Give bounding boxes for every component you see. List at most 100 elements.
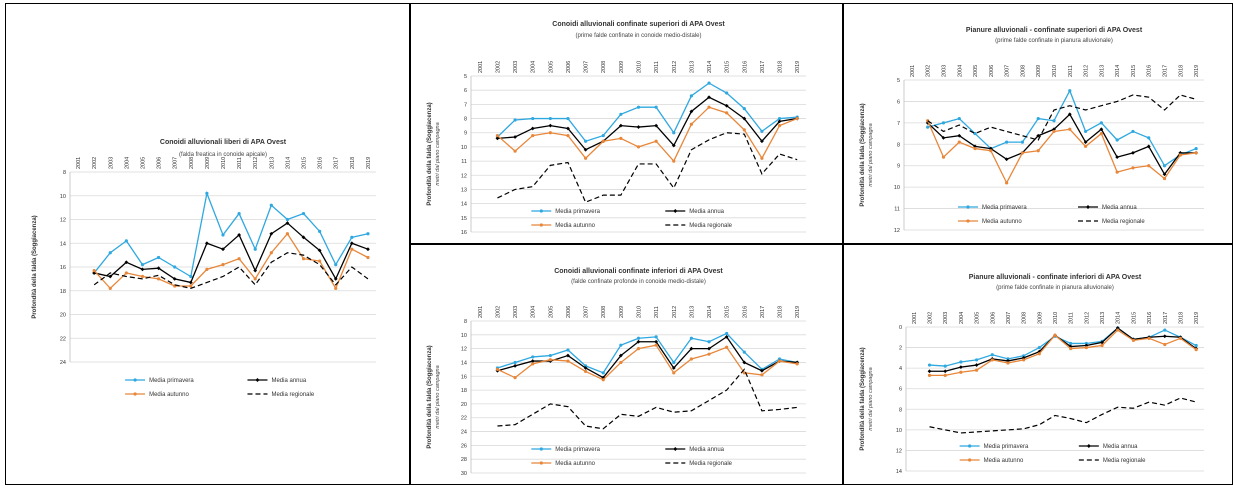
data-point-media-primavera — [366, 232, 370, 236]
series-line-media-autunno — [927, 120, 1197, 185]
data-point-media-autunno — [318, 259, 322, 263]
series-line-media-regionale — [497, 132, 798, 203]
data-point-media-autunno — [334, 286, 338, 290]
data-point-media-autunno — [1178, 153, 1182, 157]
data-point-media-annua — [366, 247, 370, 252]
data-point-media-primavera — [1083, 129, 1088, 134]
data-point-media-autunno — [795, 362, 799, 366]
legend-label: Media regionale — [689, 223, 732, 229]
series-line-media-autunno — [497, 344, 798, 381]
chart-panel-pianure-confinate-superiori: Pianure alluvionali - confinate superior… — [843, 3, 1233, 244]
legend-label: Media annua — [1103, 444, 1138, 450]
series-line-media-autunno — [929, 329, 1197, 376]
x-tick-label: 2003 — [941, 65, 947, 77]
data-point-media-annua — [636, 339, 641, 344]
x-tick-label: 2009 — [1036, 65, 1042, 77]
series-line-media-regionale — [929, 397, 1197, 434]
data-point-media-autunno — [108, 286, 112, 290]
series-line-media-annua — [497, 335, 798, 379]
data-point-media-annua — [742, 116, 747, 121]
y-axis-label: Profondità della falda (Soggiacenza) — [860, 347, 866, 450]
data-point-media-annua — [317, 248, 322, 253]
x-tick-label: 2004 — [531, 306, 537, 318]
x-tick-label: 2007 — [1005, 65, 1011, 77]
data-point-media-autunno — [1069, 347, 1073, 351]
y-tick-label: 22 — [60, 336, 66, 342]
x-tick-label: 2016 — [1147, 312, 1153, 324]
legend-label: Media annua — [271, 378, 306, 384]
data-point-media-autunno — [1147, 164, 1151, 168]
legend-label: Media autunno — [555, 461, 595, 467]
data-point-media-annua — [108, 274, 113, 279]
legend-label: Media regionale — [271, 392, 314, 398]
data-point-media-autunno — [531, 362, 535, 366]
data-point-media-annua — [707, 346, 711, 351]
data-point-media-annua — [513, 364, 517, 368]
y-axis-label: Profondità della falda (Soggiacenza) — [427, 345, 433, 448]
chart-title: Conoidi alluvionali liberi di APA Ovest — [160, 139, 287, 146]
series-line-media-regionale — [927, 94, 1197, 141]
data-point-media-primavera — [1099, 121, 1103, 125]
x-tick-label: 2010 — [637, 61, 643, 73]
x-tick-label: 2006 — [566, 306, 572, 318]
data-point-media-autunno — [513, 149, 517, 153]
chart-subtitle: (prime falde confinate in pianura alluvi… — [995, 38, 1113, 44]
data-point-media-autunno — [1116, 328, 1120, 332]
x-tick-label: 2014 — [707, 61, 713, 73]
data-point-media-autunno — [92, 268, 96, 273]
data-point-media-annua — [188, 280, 193, 285]
x-tick-label: 2003 — [108, 157, 114, 169]
data-point-media-primavera — [689, 94, 693, 98]
series-line-media-primavera — [497, 332, 798, 374]
data-point-media-primavera — [725, 331, 729, 336]
data-point-media-autunno — [777, 124, 782, 128]
data-point-media-primavera — [601, 133, 605, 138]
y-tick-label: 2 — [899, 346, 902, 352]
data-point-media-primavera — [140, 263, 145, 267]
x-tick-label: 2011 — [654, 61, 660, 73]
y-tick-label: 5 — [897, 78, 900, 84]
x-tick-label: 2013 — [1099, 65, 1105, 77]
data-point-media-annua — [689, 346, 694, 351]
data-point-media-annua — [583, 147, 588, 152]
chart-conoidi-confinate-inferiori: Conoidi alluvionali confinate inferiori … — [427, 268, 806, 477]
x-tick-label: 2017 — [1163, 65, 1169, 77]
legend-marker — [968, 458, 972, 462]
data-point-media-annua — [530, 359, 535, 363]
y-tick-label: 7 — [897, 121, 900, 127]
y-tick-label: 15 — [461, 216, 467, 222]
data-point-media-primavera — [926, 125, 930, 129]
data-point-media-annua — [671, 366, 676, 370]
data-point-media-autunno — [285, 232, 290, 236]
data-point-media-primavera — [777, 116, 782, 121]
y-tick-label: 4 — [899, 366, 902, 372]
data-point-media-autunno — [725, 111, 729, 115]
data-point-media-autunno — [531, 133, 535, 138]
data-point-media-primavera — [1005, 140, 1009, 144]
x-tick-label: 2003 — [513, 61, 519, 73]
data-point-media-annua — [1162, 334, 1167, 339]
y-tick-label: 12 — [894, 228, 900, 234]
data-point-media-annua — [1037, 349, 1042, 354]
data-point-media-autunno — [124, 271, 128, 275]
data-point-media-autunno — [1083, 144, 1088, 149]
data-point-media-primavera — [548, 116, 552, 121]
x-tick-label: 2011 — [1069, 312, 1075, 324]
legend-label: Media regionale — [1102, 219, 1145, 225]
chart-conoidi-liberi: Conoidi alluvionali liberi di APA Ovest (… — [32, 139, 376, 398]
data-point-media-autunno — [495, 367, 500, 371]
data-point-media-primavera — [301, 211, 306, 216]
y-tick-label: 10 — [896, 428, 902, 434]
x-tick-label: 2007 — [584, 306, 590, 318]
data-point-media-annua — [1131, 150, 1135, 155]
series-line-media-autunno — [93, 232, 369, 290]
legend-marker — [966, 219, 970, 223]
x-tick-label: 2008 — [189, 157, 195, 169]
data-point-media-autunno — [221, 263, 225, 267]
data-point-media-autunno — [301, 257, 306, 261]
data-point-media-primavera — [1022, 354, 1026, 358]
data-point-media-primavera — [584, 139, 588, 143]
y-axis-sublabel: metri dal piano campagna — [868, 123, 874, 186]
data-point-media-autunno — [1131, 166, 1135, 170]
data-point-media-primavera — [566, 348, 570, 352]
